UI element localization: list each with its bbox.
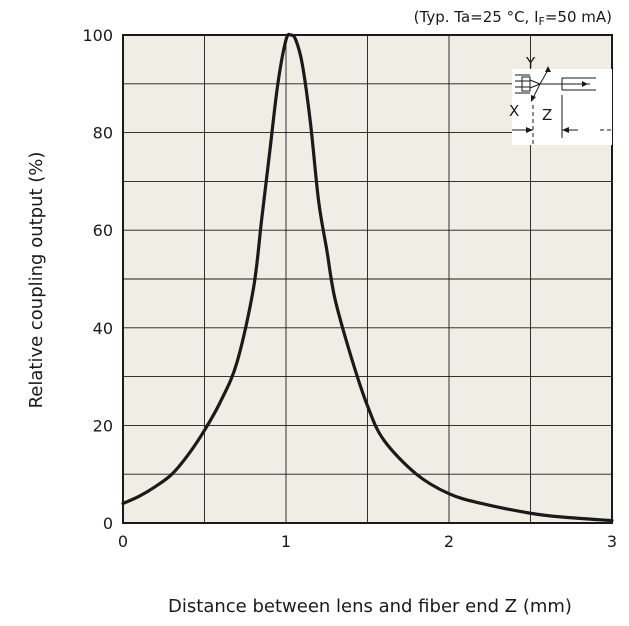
x-tick-label: 2 (444, 532, 454, 551)
lens-fiber-inset-diagram: Y X Z (509, 54, 612, 145)
y-tick-label: 100 (82, 26, 113, 45)
plot-frame (122, 34, 613, 524)
y-tick-label: 40 (93, 319, 113, 338)
y-axis-label: Relative coupling output (%) (26, 152, 47, 409)
condition-subscript: F (539, 15, 545, 28)
y-tick-label: 80 (93, 124, 113, 143)
grid (123, 35, 612, 523)
y-tick-labels: 0 20 40 60 80 100 (82, 26, 113, 533)
measurement-condition: (Typ. Ta=25 °C, IF=50 mA) (414, 8, 612, 28)
y-tick-label: 20 (93, 416, 113, 435)
inset-label-z: Z (542, 106, 552, 124)
y-tick-label: 0 (103, 514, 113, 533)
condition-prefix: (Typ. Ta=25 °C, I (414, 8, 539, 26)
x-tick-label: 1 (281, 532, 291, 551)
x-tick-labels: 0 1 2 3 (118, 532, 617, 551)
y-tick-label: 60 (93, 221, 113, 240)
inset-label-x: X (509, 102, 519, 120)
x-tick-label: 0 (118, 532, 128, 551)
condition-suffix: =50 mA) (545, 8, 612, 26)
x-tick-label: 3 (607, 532, 617, 551)
inset-label-y: Y (525, 54, 536, 72)
x-axis-label: Distance between lens and fiber end Z (m… (168, 596, 572, 617)
series-line (121, 32, 614, 523)
